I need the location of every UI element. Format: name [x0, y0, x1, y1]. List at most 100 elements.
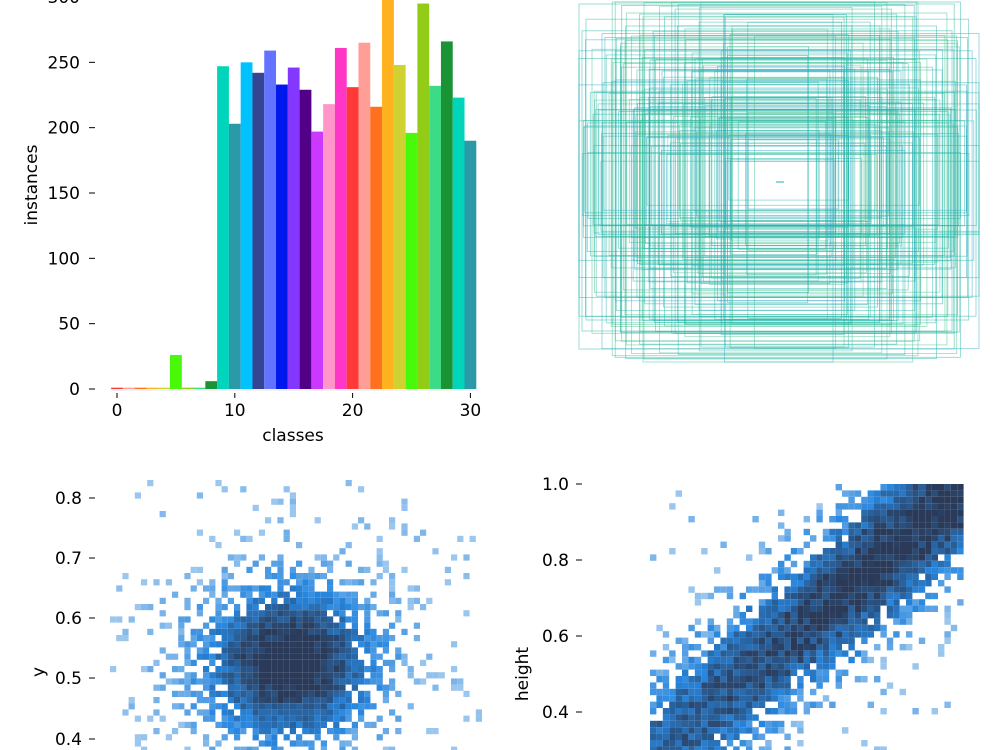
heatmap-cell	[886, 605, 894, 612]
heatmap-cell	[758, 650, 766, 657]
heatmap-cell	[899, 516, 906, 523]
heatmap-cell	[701, 688, 708, 696]
heatmap-cell	[784, 688, 791, 696]
heatmap-cell	[797, 727, 804, 734]
heatmap-cell	[701, 663, 708, 670]
bar-x-tick-label: 10	[224, 401, 246, 421]
heatmap-cell	[370, 628, 377, 635]
heatmap-cell	[252, 666, 259, 673]
bar	[334, 47, 347, 390]
heatmap-cell	[861, 592, 868, 600]
heatmap-cell	[822, 631, 830, 638]
heatmap-cell	[944, 701, 951, 708]
heatmap-cell	[950, 541, 958, 548]
heatmap-cell	[854, 522, 862, 529]
heatmap-cell	[221, 715, 228, 722]
heatmap-cell	[707, 740, 714, 747]
bbox-outline	[634, 131, 914, 229]
heatmap-cell	[314, 573, 321, 580]
heatmap-cell	[265, 647, 272, 654]
heatmap-cell	[265, 628, 272, 635]
heatmap-cell	[265, 715, 272, 722]
heatmap-cell	[656, 746, 663, 750]
heatmap-cell	[701, 727, 708, 734]
heatmap-cell	[957, 503, 964, 510]
heatmap-cell	[159, 647, 166, 654]
heatmap-cell	[778, 656, 785, 664]
bbox-outline	[717, 117, 837, 233]
heatmap-cell	[816, 599, 823, 606]
heatmap-cell	[893, 503, 900, 510]
heatmap-cell	[413, 635, 420, 642]
heatmap-cell	[758, 746, 766, 750]
heatmap-cell	[395, 690, 402, 697]
heatmap-cell	[867, 548, 874, 555]
heatmap-cell	[327, 591, 334, 598]
heatmap-cell	[810, 618, 817, 625]
heatmap-cell	[912, 605, 919, 612]
heatmap-cell	[370, 721, 377, 728]
heatmap-cell	[358, 697, 365, 704]
heatmap-cell	[714, 650, 721, 657]
heatmap-cell	[726, 695, 734, 702]
heatmap-cell	[714, 567, 721, 574]
heatmap-cell	[701, 676, 708, 683]
heatmap-cell	[688, 695, 695, 702]
heatmap-cell	[842, 573, 849, 580]
heatmap-cell	[880, 509, 887, 516]
heatmap-cell	[669, 720, 676, 728]
heatmap-cell	[389, 635, 396, 642]
heatmap-cell	[803, 669, 810, 676]
heatmap-cell	[797, 637, 804, 644]
heatmap-cell	[662, 688, 670, 696]
heatmap-cell	[784, 708, 791, 715]
heatmap-cell	[758, 682, 766, 689]
heatmap-cell	[246, 684, 253, 691]
heatmap-cell	[432, 672, 439, 679]
heatmap-cell	[950, 535, 958, 542]
heatmap-cell	[128, 697, 135, 704]
heatmap-cell	[370, 659, 377, 666]
heatmap-cell	[694, 599, 702, 606]
bar-y-tick-label: 150	[48, 184, 80, 204]
heatmap-cell	[726, 637, 734, 644]
heatmap-cell	[778, 624, 785, 632]
heatmap-cell	[784, 612, 791, 619]
heatmap-cell	[333, 659, 340, 666]
heatmap-cell	[874, 624, 881, 632]
heatmap-cell	[694, 701, 702, 708]
heatmap-cell	[451, 678, 458, 685]
bbox-outline	[663, 76, 878, 308]
xy-heatmap-cells	[110, 480, 482, 750]
heatmap-cell	[221, 641, 228, 648]
heatmap-cell	[816, 637, 823, 644]
heatmap-cell	[675, 733, 682, 740]
heatmap-cell	[694, 695, 702, 702]
heatmap-cell	[726, 733, 734, 740]
heatmap-cell	[358, 579, 365, 586]
heatmap-cell	[880, 503, 887, 510]
heatmap-cell	[314, 728, 321, 735]
heatmap-cell	[848, 637, 855, 644]
heatmap-cell	[912, 599, 919, 606]
heatmap-cell	[277, 498, 284, 505]
heatmap-cell	[784, 535, 791, 542]
heatmap-cell	[302, 715, 309, 722]
bbox-outline	[608, 92, 945, 257]
heatmap-cell	[669, 656, 676, 664]
heatmap-cell	[752, 656, 759, 664]
heatmap-cell	[829, 535, 836, 542]
heatmap-cell	[746, 669, 753, 676]
heatmap-cell	[302, 690, 309, 697]
heatmap-cell	[457, 678, 464, 685]
heatmap-cell	[271, 666, 278, 673]
heatmap-cell	[931, 548, 938, 555]
heatmap-cell	[339, 653, 346, 660]
heatmap-cell	[810, 701, 817, 708]
heatmap-cell	[957, 573, 964, 580]
heatmap-cell	[861, 541, 868, 548]
heatmap-cell	[345, 703, 352, 710]
heatmap-cell	[771, 586, 778, 593]
heatmap-cell	[351, 678, 358, 685]
heatmap-cell	[190, 585, 197, 592]
